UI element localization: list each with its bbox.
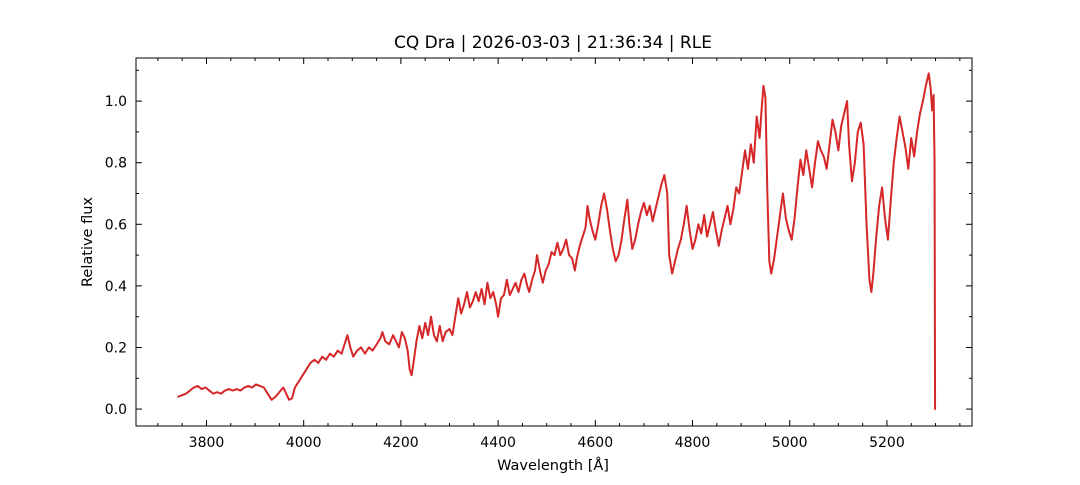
x-tick-label: 5000 bbox=[772, 435, 808, 451]
x-axis-label: Wavelength [Å] bbox=[497, 457, 609, 474]
x-tick-label: 4600 bbox=[577, 435, 613, 451]
plot-frame bbox=[135, 57, 973, 427]
x-tick-label: 4200 bbox=[383, 435, 419, 451]
chart-title: CQ Dra | 2026-03-03 | 21:36:34 | RLE bbox=[394, 33, 712, 53]
x-tick-label: 5200 bbox=[869, 435, 905, 451]
spectrum-line-0 bbox=[177, 72, 937, 411]
x-tick-label: 4000 bbox=[286, 435, 322, 451]
y-tick-label: 0.4 bbox=[105, 279, 127, 295]
ticks-layer: 3800 4000 4200 4400 4600 4800 5000 5200 0.0 0.2 0.… bbox=[105, 58, 972, 451]
y-tick-label: 0.8 bbox=[105, 156, 127, 172]
x-tick-label: 4400 bbox=[480, 435, 516, 451]
y-tick-label: 0.6 bbox=[105, 217, 127, 233]
x-tick-label: 4800 bbox=[675, 435, 711, 451]
y-tick-label: 0.2 bbox=[105, 340, 127, 356]
series-layer bbox=[177, 72, 937, 411]
y-axis-label: Relative flux bbox=[80, 197, 96, 287]
x-tick-label: 3800 bbox=[189, 435, 225, 451]
y-tick-label: 0.0 bbox=[105, 402, 127, 418]
y-tick-label: 1.0 bbox=[105, 94, 127, 110]
